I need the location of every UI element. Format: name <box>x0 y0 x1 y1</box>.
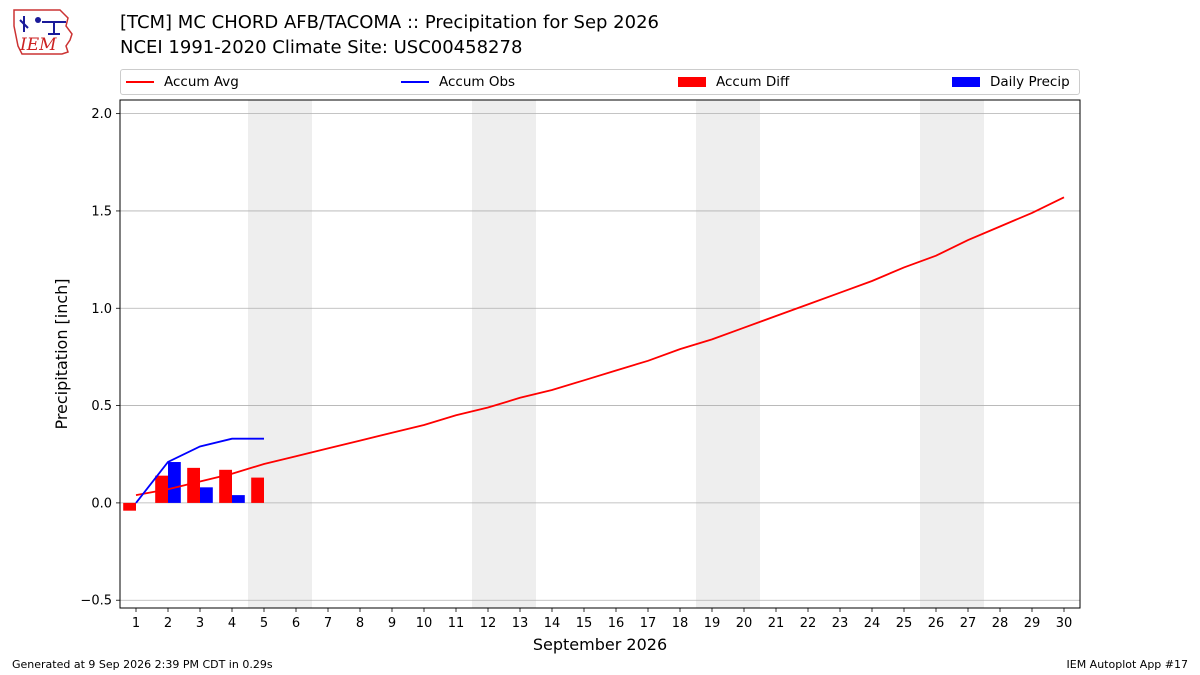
x-tick-label: 27 <box>960 616 977 631</box>
daily-precip-bar <box>168 462 181 503</box>
x-tick-label: 12 <box>480 616 497 631</box>
x-tick-label: 15 <box>576 616 593 631</box>
x-tick-label: 3 <box>196 616 204 631</box>
y-tick-label: 0.0 <box>91 496 112 511</box>
legend-label-accum-avg: Accum Avg <box>164 74 239 90</box>
x-tick-label: 14 <box>544 616 561 631</box>
x-tick-label: 21 <box>768 616 785 631</box>
legend-label-daily-precip: Daily Precip <box>990 74 1070 90</box>
daily-precip-bar <box>200 487 213 503</box>
x-tick-label: 23 <box>832 616 849 631</box>
x-tick-label: 17 <box>640 616 657 631</box>
x-tick-label: 30 <box>1056 616 1073 631</box>
accum-obs-line <box>135 437 264 504</box>
x-tick-label: 25 <box>896 616 913 631</box>
y-tick-label: 1.0 <box>91 302 112 317</box>
weekend-shade-1 <box>472 100 536 608</box>
accum-obs-swatch <box>401 81 429 83</box>
x-tick-label: 1 <box>132 616 140 631</box>
x-tick-label: 18 <box>672 616 689 631</box>
legend-item-daily-precip: Daily Precip <box>952 73 1070 91</box>
y-tick-label: −0.5 <box>80 594 112 609</box>
x-tick-label: 16 <box>608 616 625 631</box>
x-tick-label: 2 <box>164 616 172 631</box>
generated-note: Generated at 9 Sep 2026 2:39 PM CDT in 0… <box>12 658 273 671</box>
x-axis-label: September 2026 <box>533 635 667 654</box>
legend-item-accum-diff: Accum Diff <box>678 73 789 91</box>
x-tick-label: 6 <box>292 616 300 631</box>
y-tick-label: 2.0 <box>91 107 112 122</box>
accum-diff-bar <box>251 477 264 503</box>
y-tick-label: 0.5 <box>91 399 112 414</box>
legend-item-accum-avg: Accum Avg <box>126 73 239 91</box>
daily-precip-swatch <box>952 77 980 87</box>
accum-diff-bar <box>187 467 200 503</box>
x-tick-label: 4 <box>228 616 236 631</box>
x-tick-label: 10 <box>416 616 433 631</box>
x-tick-label: 26 <box>928 616 945 631</box>
x-tick-label: 9 <box>388 616 396 631</box>
x-tick-label: 11 <box>448 616 465 631</box>
x-tick-label: 24 <box>864 616 881 631</box>
app-note: IEM Autoplot App #17 <box>1066 658 1189 671</box>
logo-text: IEM <box>19 35 57 55</box>
accum-avg-line <box>135 196 1065 496</box>
legend-label-accum-obs: Accum Obs <box>439 74 516 90</box>
x-tick-label: 13 <box>512 616 529 631</box>
x-tick-label: 29 <box>1024 616 1041 631</box>
accum-diff-bar <box>123 502 136 511</box>
iem-logo: IEM <box>13 9 73 55</box>
x-tick-label: 7 <box>324 616 332 631</box>
accum-diff-swatch <box>678 77 706 87</box>
y-axis-label: Precipitation [inch] <box>52 278 71 429</box>
weekend-shade-3 <box>920 100 984 608</box>
accum-diff-bar <box>155 475 168 503</box>
x-tick-label: 22 <box>800 616 817 631</box>
x-tick-label: 19 <box>704 616 721 631</box>
chart-legend: Accum Avg Accum Obs Accum Diff Daily Pre… <box>120 69 1080 95</box>
accum-diff-bar <box>219 469 232 503</box>
chart-title: [TCM] MC CHORD AFB/TACOMA :: Precipitati… <box>120 12 659 33</box>
weekend-shade-2 <box>696 100 760 608</box>
x-tick-label: 8 <box>356 616 364 631</box>
x-tick-label: 5 <box>260 616 268 631</box>
x-tick-label: 20 <box>736 616 753 631</box>
x-tick-label: 28 <box>992 616 1009 631</box>
chart-subtitle: NCEI 1991-2020 Climate Site: USC00458278 <box>120 37 523 58</box>
y-tick-label: 1.5 <box>91 204 112 219</box>
daily-precip-bar <box>232 495 245 503</box>
accum-avg-swatch <box>126 81 154 83</box>
legend-item-accum-obs: Accum Obs <box>401 73 515 91</box>
plot-frame <box>119 99 1081 609</box>
legend-label-accum-diff: Accum Diff <box>716 74 790 90</box>
weekend-shade-0 <box>248 100 312 608</box>
